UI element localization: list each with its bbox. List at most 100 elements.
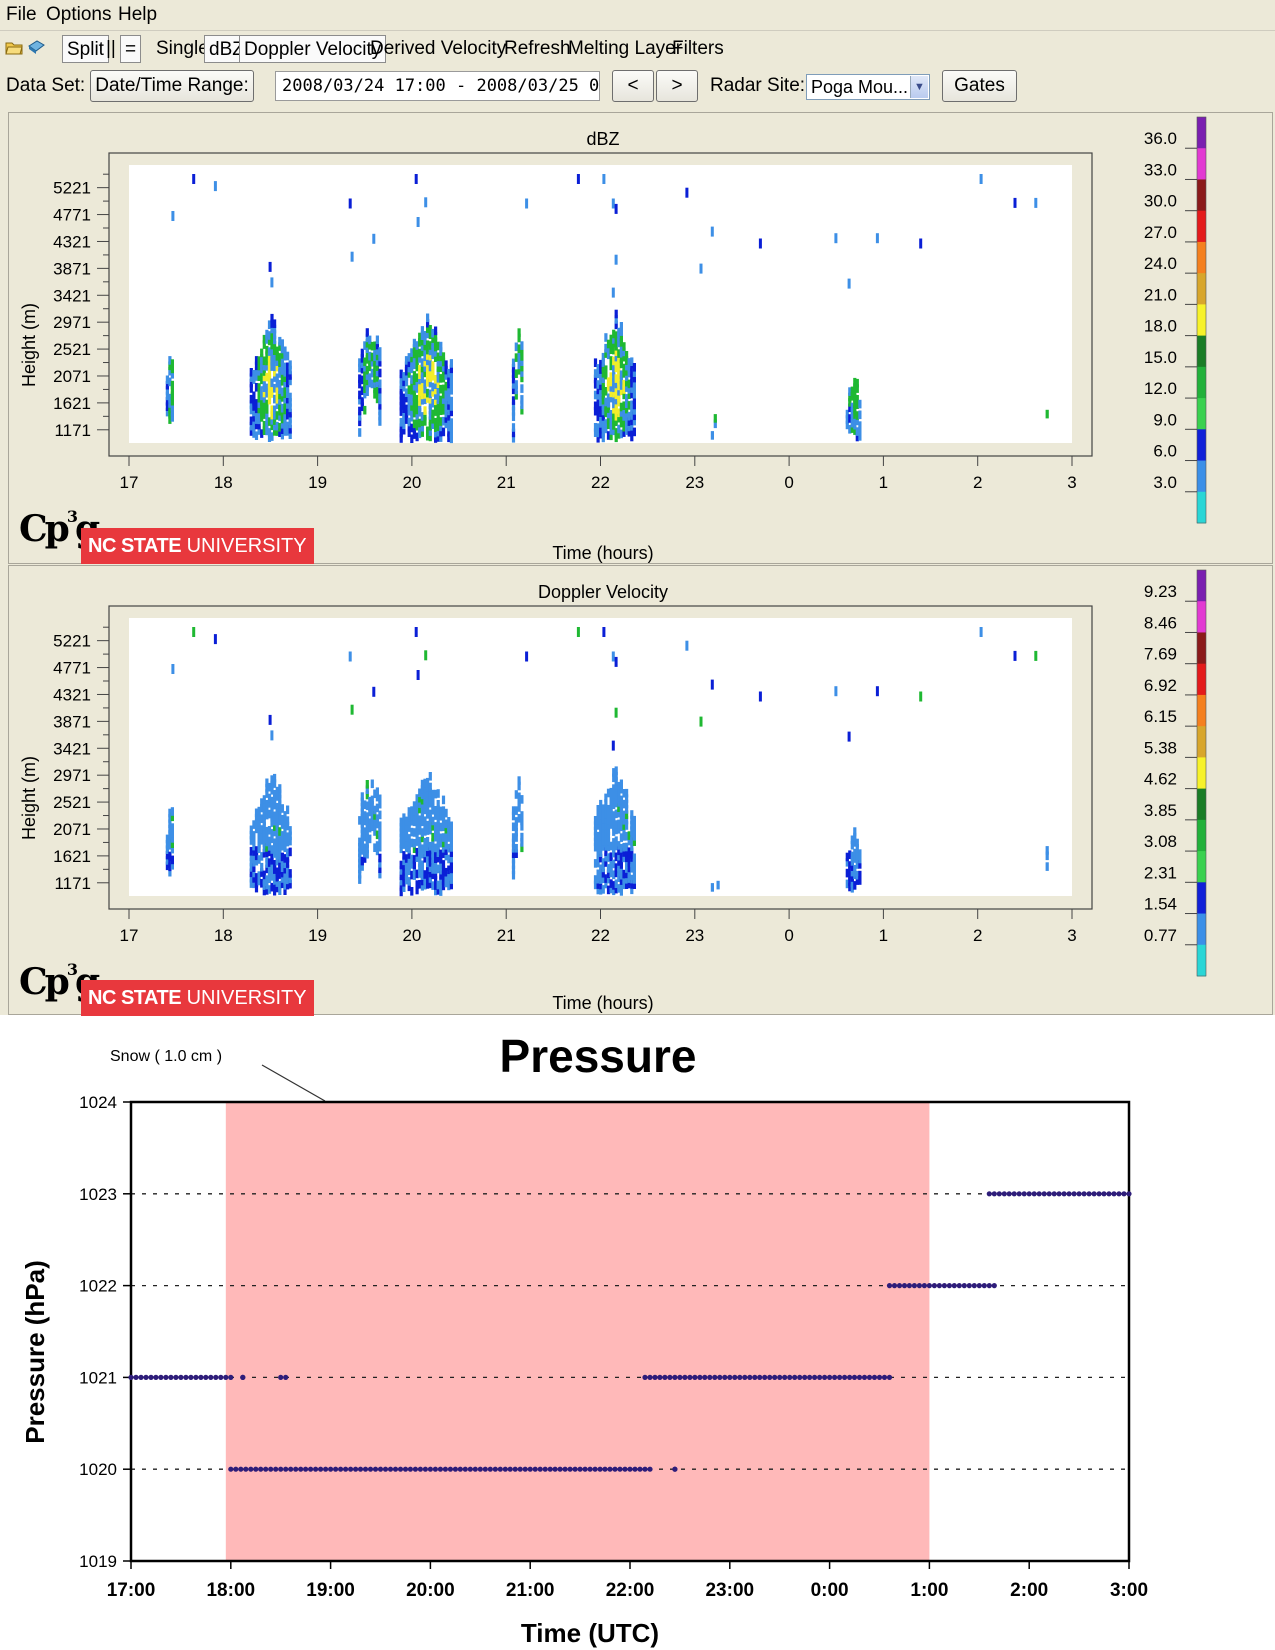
echo-cell	[418, 863, 422, 873]
echo-cell	[404, 415, 409, 424]
echo-cell	[517, 333, 521, 343]
echo-cell	[848, 877, 852, 886]
radar-site-select[interactable]: Poga Mou... ▼	[806, 74, 930, 100]
pressure-point	[218, 1374, 224, 1380]
echo-cell	[267, 379, 272, 389]
echo-cell	[399, 391, 403, 400]
pressure-point	[717, 1374, 723, 1380]
echo-cell	[617, 825, 621, 834]
save-icon[interactable]	[27, 38, 45, 56]
echo-cell	[270, 829, 274, 838]
pressure-point	[1111, 1191, 1117, 1197]
echo-cell	[288, 874, 292, 884]
echo-cell	[449, 369, 453, 379]
echo-cell	[275, 378, 279, 388]
chevron-down-icon[interactable]: ▼	[910, 76, 928, 98]
echo-cell	[428, 820, 432, 829]
scale-label: 15.0	[1144, 348, 1177, 367]
echo-cell	[444, 824, 448, 834]
echo-cell	[373, 363, 377, 372]
echo-cells	[165, 174, 1049, 444]
echo-cell	[632, 395, 636, 404]
echo-speck	[919, 691, 923, 702]
echo-cell	[378, 799, 382, 809]
echo-cell	[275, 829, 279, 839]
echo-cell	[265, 843, 269, 852]
echo-cell	[375, 357, 379, 366]
previous-button[interactable]: <	[612, 70, 654, 102]
gates-button[interactable]: Gates	[942, 70, 1017, 102]
echo-cell	[278, 406, 282, 416]
echo-cell	[431, 816, 435, 826]
echo-cell	[606, 377, 611, 386]
echo-cell	[434, 337, 438, 346]
side-by-side-button[interactable]: ||	[106, 38, 116, 59]
echo-cell	[273, 384, 277, 393]
pressure-point	[527, 1466, 533, 1472]
echo-cell	[426, 880, 430, 889]
echo-cell	[420, 779, 424, 789]
echo-cell	[848, 425, 852, 434]
derived-velocity-button[interactable]: Derived Velocity	[370, 38, 507, 59]
pressure-point	[1026, 1191, 1032, 1197]
echo-cell	[404, 372, 409, 381]
echo-cell	[165, 845, 169, 854]
echo-cell	[617, 381, 621, 391]
stacked-button[interactable]: =	[120, 35, 142, 63]
echo-cell	[599, 799, 603, 809]
scale-swatch	[1197, 117, 1206, 149]
echo-cell	[365, 349, 369, 359]
date-time-range-button[interactable]: Date/Time Range:	[90, 70, 254, 102]
echo-cell	[270, 313, 274, 323]
echo-cell	[609, 345, 613, 354]
echo-cell	[426, 361, 430, 371]
echo-cell	[436, 821, 440, 831]
echo-cell	[612, 811, 616, 820]
date-range-field[interactable]: 2008/03/24 17:00 - 2008/03/25 03:00	[275, 71, 600, 101]
y-tick-label: 4771	[53, 206, 91, 225]
echo-cell	[265, 345, 269, 355]
echo-cell	[853, 388, 857, 398]
melting-layer-button[interactable]: Melting Layer	[568, 38, 683, 59]
next-button[interactable]: >	[656, 70, 698, 102]
echo-cell	[418, 418, 422, 428]
doppler-velocity-toggle[interactable]: Doppler Velocity	[239, 35, 387, 63]
single-button[interactable]: Single	[156, 38, 209, 59]
menu-options[interactable]: Options	[46, 4, 112, 25]
echo-cell	[365, 344, 369, 353]
refresh-button[interactable]: Refresh	[504, 38, 571, 59]
echo-cell	[449, 364, 453, 374]
y-tick-label: 3421	[53, 739, 91, 758]
echo-cell	[418, 370, 422, 379]
y-tick-label: 2971	[53, 313, 91, 332]
filters-button[interactable]: Filters	[672, 38, 724, 59]
echo-cell	[412, 355, 416, 364]
echo-cell	[436, 853, 440, 863]
split-button[interactable]: Split	[62, 35, 109, 63]
echo-cell	[265, 853, 269, 863]
echo-cell	[423, 837, 427, 847]
echo-cell	[280, 403, 284, 413]
echo-cell	[426, 853, 430, 862]
echo-cell	[252, 852, 256, 862]
echo-cell	[606, 815, 611, 825]
menu-help[interactable]: Help	[118, 4, 158, 25]
echo-cell	[855, 849, 859, 858]
echo-cell	[855, 411, 859, 420]
doppler-ylabel: Height (m)	[19, 756, 39, 840]
echo-cell	[257, 404, 261, 414]
x-tick-label: 2:00	[1010, 1580, 1048, 1601]
echo-cell	[170, 407, 174, 417]
open-folder-icon[interactable]	[5, 38, 23, 56]
echo-cell	[599, 843, 603, 852]
echo-cell	[278, 811, 282, 820]
scale-swatch	[1197, 491, 1206, 524]
echo-cell	[270, 834, 274, 844]
x-tick-label: 23	[685, 926, 704, 945]
echo-cell	[619, 844, 623, 853]
echo-cell	[254, 851, 259, 861]
echo-cell	[599, 370, 603, 380]
menu-file[interactable]: File	[6, 4, 37, 25]
pressure-point	[827, 1374, 833, 1380]
pressure-point	[851, 1374, 858, 1380]
